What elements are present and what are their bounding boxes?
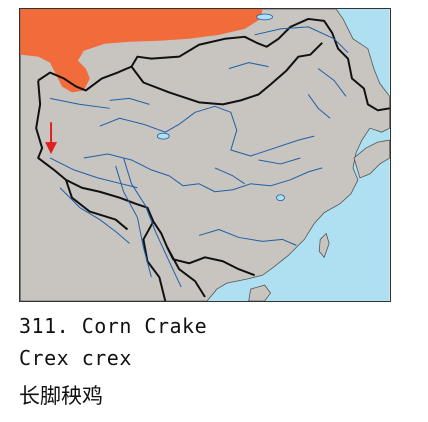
- map-canvas: [20, 9, 390, 301]
- land-mass: [20, 9, 390, 301]
- borders: [35, 17, 390, 301]
- land-taiwan: [318, 232, 330, 259]
- species-scientific-name: Crex crex: [19, 346, 132, 370]
- lake-poyang: [276, 194, 285, 202]
- species-number: 311.: [19, 314, 70, 338]
- land-hainan: [248, 284, 272, 301]
- range-area: [20, 9, 263, 93]
- species-chinese-name: 长脚秧鸡: [19, 384, 103, 408]
- range-map: [19, 8, 391, 302]
- lake-baikal-edge: [256, 13, 273, 21]
- rivers: [49, 26, 349, 288]
- species-title: 311. Corn Crake: [19, 314, 207, 338]
- down-arrow-icon: [45, 122, 58, 155]
- species-common-name: Corn Crake: [81, 314, 208, 338]
- land-korea: [353, 139, 390, 179]
- lake-qinghai: [156, 132, 170, 140]
